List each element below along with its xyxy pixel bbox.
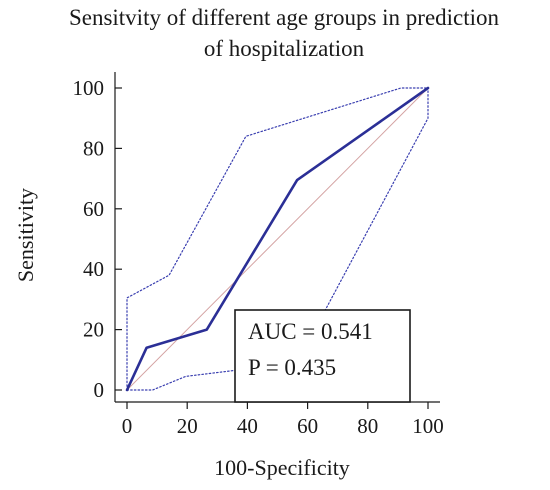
x-tick-label: 40: [237, 414, 258, 438]
x-tick-label: 60: [297, 414, 318, 438]
series-layer: [125, 86, 430, 392]
x-tick-label: 0: [122, 414, 133, 438]
y-tick-label: 20: [83, 318, 104, 342]
x-tick-label: 20: [177, 414, 198, 438]
auc-annotation-box: AUC = 0.541 P = 0.435: [234, 309, 411, 403]
chart-title-line-1: Sensitvity of different age groups in pr…: [69, 5, 500, 30]
y-axis-label: Sensitivity: [13, 188, 38, 282]
y-tick-label: 0: [94, 378, 105, 402]
y-tick-label: 60: [83, 197, 104, 221]
y-tick-label: 80: [83, 136, 104, 160]
upper-confidence-bound-line: [126, 87, 429, 391]
y-tick-label: 40: [83, 257, 104, 281]
y-axis-ticks: 0 20 40 60 80 100: [73, 76, 122, 402]
chart-title: Sensitvity of different age groups in pr…: [69, 5, 500, 61]
annotation-frame: [234, 309, 411, 403]
x-tick-label: 80: [357, 414, 378, 438]
y-tick-label: 100: [73, 76, 105, 100]
chart-title-line-2: of hospitalization: [204, 36, 365, 61]
auc-value-text: AUC = 0.541: [248, 319, 373, 344]
roc-line: [125, 86, 430, 392]
x-axis-ticks: 0 20 40 60 80 100: [122, 402, 444, 438]
p-value-text: P = 0.435: [248, 355, 336, 380]
x-axis-label: 100-Specificity: [214, 455, 350, 480]
x-tick-label: 100: [412, 414, 444, 438]
lower-confidence-bound-line: [126, 87, 429, 391]
